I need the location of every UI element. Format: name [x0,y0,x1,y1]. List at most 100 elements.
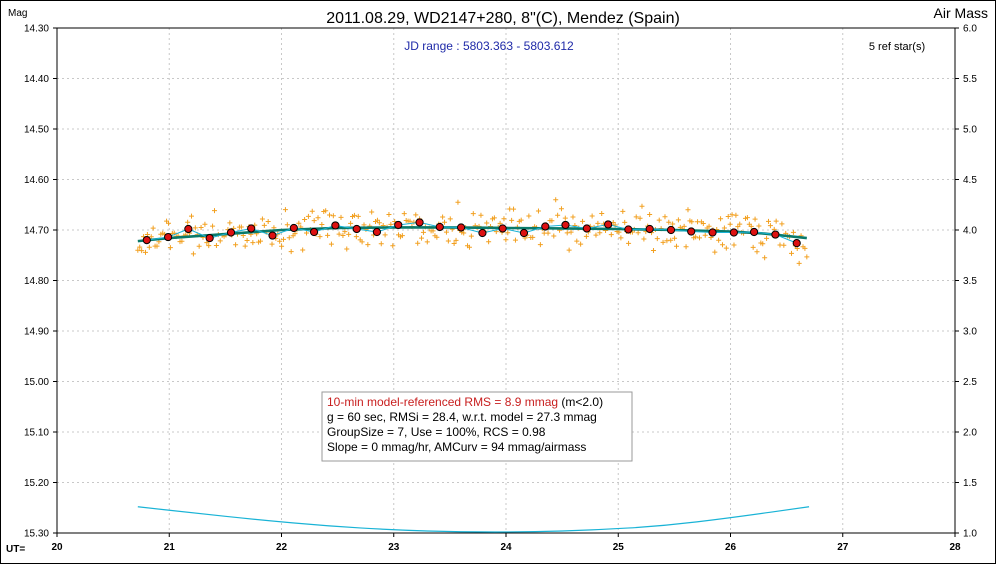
group-average-point [645,224,654,234]
measurement-cross [616,229,622,235]
group-average-point [268,231,277,240]
group-average-point [142,236,151,245]
measurement-cross [731,242,737,248]
measurement-cross [206,243,212,249]
measurement-cross [748,223,754,229]
y2-tick-label: 2.0 [963,428,977,439]
measurement-cross [754,249,760,255]
group-average-point [226,228,236,237]
measurement-cross [305,213,311,219]
group-average-point [771,230,780,239]
airmass-curve [137,506,810,533]
measurement-cross [727,221,733,227]
measurement-cross [323,208,329,214]
x-tick-label: 21 [164,542,176,553]
group-average-point [749,227,759,237]
measurement-cross [662,214,668,220]
magnitude-axis-label: Mag [8,8,27,19]
measurement-cross [568,229,574,235]
group-average-point [478,228,487,238]
group-average-point [247,224,256,233]
group-average-point [541,222,550,231]
measurement-cross [804,254,810,260]
measurement-cross [564,230,570,236]
x-tick-label: 25 [613,542,625,553]
measurement-cross [419,235,425,241]
jd-range-label: JD range : 5803.363 - 5803.612 [404,39,574,53]
info-box-frame [321,391,633,462]
y2-tick-label: 4.5 [963,175,977,186]
measurement-cross [330,213,336,219]
measurement-cross [551,233,557,239]
measurement-cross [497,220,503,226]
group-average-point [289,223,298,233]
measurement-cross [302,217,308,223]
chart-title: 2011.08.29, WD2147+280, 8"(C), Mendez (S… [326,10,680,27]
measurement-cross [167,245,173,251]
measurement-cross [351,212,357,218]
measurement-cross [744,215,750,221]
measurement-cross [338,214,344,220]
ref-stars-label: 5 ref star(s) [869,41,925,53]
info-box: 10-min model-referenced RMS = 8.9 mmag (… [321,391,633,462]
info-line-rmsi: g = 60 sec, RMSi = 28.4, w.r.t. model = … [327,410,597,424]
measurement-cross [461,230,467,236]
measurement-cross [238,224,244,230]
measurement-cross [470,211,476,217]
group-average-point [184,224,193,234]
measurement-cross [756,223,762,229]
y-tick-label: 14.40 [24,74,49,85]
y-tick-label: 14.80 [24,276,49,287]
y2-tick-label: 3.5 [963,276,977,287]
y-tick-label: 14.30 [24,24,49,35]
measurement-cross [468,233,474,239]
measurement-cross [760,241,766,247]
measurement-cross [618,235,624,241]
measurement-cross [723,245,729,251]
measurement-cross [572,222,578,228]
measurement-cross [578,241,584,247]
measurement-cross [505,230,511,236]
measurement-cross [802,245,808,251]
measurement-cross [378,241,384,247]
group-average-point [415,218,424,227]
measurement-cross [315,215,321,221]
measurement-cross [244,238,250,244]
measurement-cross [227,220,233,226]
info-rms-condition: (m<2.0) [558,395,603,409]
measurement-cross [443,229,449,235]
measurement-cross [737,221,743,227]
y2-tick-label: 3.0 [963,327,977,338]
measurement-cross [553,197,559,203]
measurement-cross [413,212,419,218]
measurement-cross [660,239,666,245]
measurement-cross [281,236,287,242]
measurement-cross [304,230,310,236]
measurement-cross [282,207,288,213]
measurement-cross [788,250,794,256]
measurement-cross [139,248,145,254]
measurement-cross [440,214,446,220]
y-tick-label: 14.60 [24,175,49,186]
measurement-cross [750,244,756,250]
measurement-cross [196,243,202,249]
x-tick-label: 22 [276,542,288,553]
measurement-cross [700,221,706,227]
measurement-cross [279,243,285,249]
measurement-cross [434,234,440,240]
measurement-cross [355,213,361,219]
measurement-cross [608,232,614,238]
measurement-cross [693,234,699,240]
measurement-cross [415,240,421,246]
y-axis-ticks: 14.30 14.40 14.50 14.60 14.70 14.80 14.90 15.00… [24,24,57,540]
y2-axis-ticks: 6.0 5.5 5.0 4.5 4.0 3.5 3.0 2.5 2.0 1.5 1.0 [955,24,977,540]
measurement-cross [583,233,589,239]
group-average-point [331,221,340,230]
measurement-cross [484,220,490,226]
measurement-cross [670,221,676,227]
y-tick-label: 14.70 [24,226,49,237]
measurement-cross [420,229,426,235]
measurement-cross [328,241,334,247]
measurement-cross [675,217,681,223]
measurement-cross [336,231,342,237]
